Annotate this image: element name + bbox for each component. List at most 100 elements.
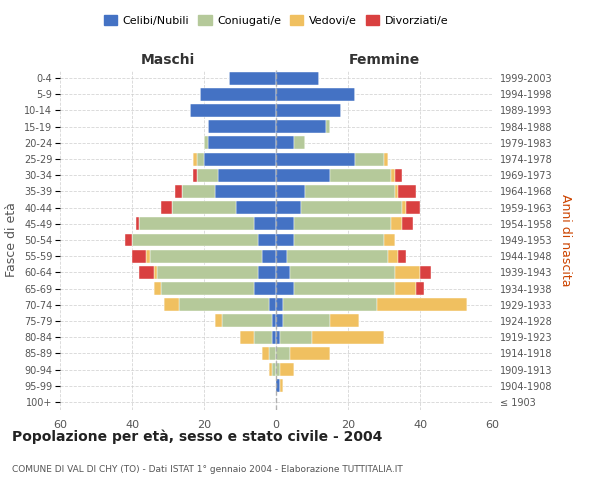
- Bar: [276, 282, 294, 295]
- Bar: [172, 201, 236, 214]
- Bar: [222, 314, 272, 328]
- Bar: [161, 201, 172, 214]
- Bar: [200, 88, 276, 101]
- Bar: [398, 185, 416, 198]
- Bar: [157, 266, 258, 279]
- Y-axis label: Fasce di età: Fasce di età: [5, 202, 19, 278]
- Bar: [326, 120, 330, 133]
- Bar: [193, 169, 197, 181]
- Bar: [175, 185, 182, 198]
- Text: Femmine: Femmine: [349, 53, 419, 67]
- Bar: [136, 218, 139, 230]
- Bar: [276, 330, 280, 344]
- Bar: [276, 298, 283, 311]
- Bar: [215, 185, 276, 198]
- Legend: Celibi/Nubili, Coniugati/e, Vedovi/e, Divorziati/e: Celibi/Nubili, Coniugati/e, Vedovi/e, Di…: [100, 10, 452, 30]
- Bar: [294, 136, 305, 149]
- Bar: [402, 218, 413, 230]
- Bar: [208, 136, 276, 149]
- Bar: [276, 185, 305, 198]
- Bar: [276, 314, 283, 328]
- Bar: [125, 234, 132, 246]
- Bar: [395, 185, 398, 198]
- Bar: [276, 363, 280, 376]
- Bar: [280, 363, 294, 376]
- Bar: [272, 363, 276, 376]
- Bar: [406, 201, 420, 214]
- Bar: [330, 169, 391, 181]
- Bar: [269, 298, 276, 311]
- Bar: [193, 152, 197, 166]
- Bar: [395, 266, 420, 279]
- Bar: [254, 218, 276, 230]
- Bar: [420, 266, 431, 279]
- Bar: [272, 314, 276, 328]
- Bar: [290, 266, 395, 279]
- Bar: [395, 169, 402, 181]
- Bar: [139, 266, 154, 279]
- Bar: [276, 379, 280, 392]
- Bar: [276, 152, 355, 166]
- Bar: [269, 363, 272, 376]
- Bar: [287, 250, 388, 262]
- Bar: [139, 218, 254, 230]
- Bar: [280, 330, 312, 344]
- Bar: [398, 250, 406, 262]
- Bar: [236, 201, 276, 214]
- Bar: [240, 330, 254, 344]
- Bar: [161, 282, 254, 295]
- Bar: [276, 218, 294, 230]
- Bar: [283, 298, 377, 311]
- Bar: [276, 72, 319, 85]
- Bar: [276, 169, 330, 181]
- Bar: [204, 152, 276, 166]
- Bar: [254, 330, 272, 344]
- Bar: [182, 185, 215, 198]
- Bar: [276, 234, 294, 246]
- Bar: [283, 314, 330, 328]
- Bar: [276, 120, 326, 133]
- Text: Popolazione per età, sesso e stato civile - 2004: Popolazione per età, sesso e stato civil…: [12, 430, 382, 444]
- Bar: [197, 169, 218, 181]
- Bar: [384, 234, 395, 246]
- Bar: [154, 266, 157, 279]
- Bar: [395, 282, 416, 295]
- Bar: [132, 250, 146, 262]
- Bar: [294, 218, 391, 230]
- Bar: [402, 201, 406, 214]
- Bar: [301, 201, 402, 214]
- Bar: [190, 104, 276, 117]
- Bar: [229, 72, 276, 85]
- Bar: [276, 88, 355, 101]
- Bar: [294, 234, 384, 246]
- Bar: [204, 136, 208, 149]
- Bar: [355, 152, 384, 166]
- Bar: [276, 266, 290, 279]
- Bar: [146, 250, 150, 262]
- Bar: [276, 250, 287, 262]
- Bar: [276, 201, 301, 214]
- Bar: [218, 169, 276, 181]
- Bar: [197, 152, 204, 166]
- Bar: [305, 185, 395, 198]
- Bar: [154, 282, 161, 295]
- Bar: [262, 347, 269, 360]
- Bar: [269, 347, 276, 360]
- Bar: [258, 234, 276, 246]
- Bar: [254, 282, 276, 295]
- Bar: [312, 330, 384, 344]
- Bar: [330, 314, 359, 328]
- Bar: [388, 250, 398, 262]
- Bar: [276, 104, 341, 117]
- Bar: [276, 136, 294, 149]
- Bar: [258, 266, 276, 279]
- Bar: [377, 298, 467, 311]
- Bar: [280, 379, 283, 392]
- Text: COMUNE DI VAL DI CHY (TO) - Dati ISTAT 1° gennaio 2004 - Elaborazione TUTTITALIA: COMUNE DI VAL DI CHY (TO) - Dati ISTAT 1…: [12, 465, 403, 474]
- Bar: [208, 120, 276, 133]
- Bar: [132, 234, 258, 246]
- Bar: [290, 347, 330, 360]
- Bar: [384, 152, 388, 166]
- Bar: [391, 218, 402, 230]
- Text: Maschi: Maschi: [141, 53, 195, 67]
